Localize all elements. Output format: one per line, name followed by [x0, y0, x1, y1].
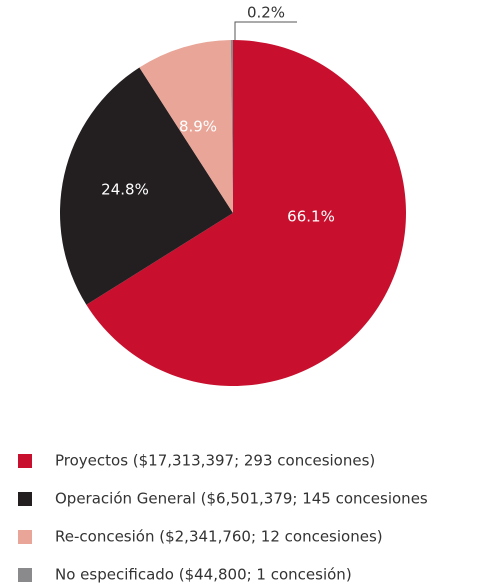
legend-label: Operación General ($6,501,379; 145 conce… — [55, 490, 428, 508]
legend-swatch — [18, 492, 32, 506]
legend-swatch — [18, 530, 32, 544]
legend-label: No especificado ($44,800; 1 concesión) — [55, 566, 352, 584]
pie-slice — [139, 40, 233, 214]
data-label: 66.1% — [287, 208, 335, 226]
pie-slice — [86, 40, 406, 386]
leader-line — [234, 21, 297, 40]
data-label: 8.9% — [179, 118, 217, 136]
legend-label: Proyectos ($17,313,397; 293 concesiones) — [55, 452, 375, 470]
legend-swatch — [18, 454, 32, 468]
data-label: 24.8% — [101, 181, 149, 199]
legend-label: Re-concesión ($2,341,760; 12 concesiones… — [55, 528, 383, 546]
pie-slice — [230, 40, 233, 213]
pie-slice — [60, 67, 233, 305]
legend-swatch — [18, 568, 32, 582]
data-label: 0.2% — [247, 4, 285, 22]
